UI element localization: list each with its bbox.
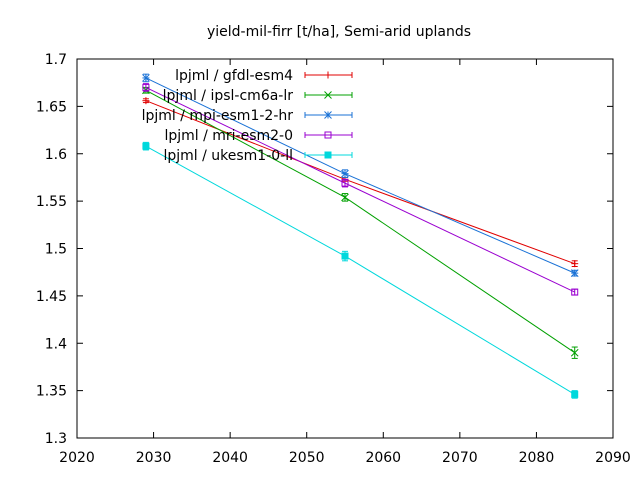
legend-label: lpjml / gfdl-esm4 <box>175 68 293 84</box>
series-3 <box>142 83 579 296</box>
x-tick-label: 2040 <box>212 450 248 466</box>
y-tick-label: 1.5 <box>45 242 67 258</box>
data-point <box>341 179 349 187</box>
plot-frame <box>76 58 614 439</box>
series-line <box>145 145 575 395</box>
legend-label: lpjml / ukesm1-0-ll <box>163 148 293 164</box>
y-tick-label: 1.4 <box>45 336 67 352</box>
data-point <box>570 348 579 357</box>
data-point <box>341 252 349 260</box>
y-tick-label: 1.6 <box>45 147 67 163</box>
y-tick-label: 1.65 <box>36 99 67 115</box>
data-point <box>571 260 579 268</box>
legend-marker <box>324 131 332 139</box>
series-layer <box>142 73 579 399</box>
series-4 <box>142 141 579 399</box>
legend: lpjml / gfdl-esm4 lpjml / ipsl-cm6a-lr lpj… <box>142 68 353 164</box>
x-tick-label: 2070 <box>442 450 478 466</box>
y-tick-label: 1.7 <box>45 52 67 68</box>
x-tick-label: 2050 <box>289 450 325 466</box>
x-tick-label: 2080 <box>519 450 555 466</box>
y-tick-label: 1.35 <box>36 384 67 400</box>
x-tick-label: 2060 <box>365 450 401 466</box>
data-point <box>142 142 150 150</box>
legend-label: lpjml / ipsl-cm6a-lr <box>163 88 294 104</box>
data-point <box>571 390 579 398</box>
x-tick-label: 2090 <box>595 450 631 466</box>
y-tick-label: 1.3 <box>45 431 67 447</box>
data-point <box>142 83 150 91</box>
data-point <box>570 269 579 277</box>
legend-label: lpjml / mri-esm2-0 <box>164 128 293 144</box>
data-point <box>341 193 349 202</box>
data-point <box>142 74 150 82</box>
data-point <box>142 97 150 105</box>
legend-marker <box>324 71 332 79</box>
y-tick-label: 1.55 <box>36 194 67 210</box>
data-point <box>341 169 349 178</box>
tick-layer: 2020 2030 2040 2050 2060 2070 2080 2090 1.3 1.35 1… <box>36 52 631 466</box>
x-tick-label: 2020 <box>59 450 95 466</box>
series-2 <box>142 73 579 277</box>
legend-marker <box>324 91 332 99</box>
legend-marker <box>324 111 332 119</box>
data-point <box>571 288 579 296</box>
chart-title: yield-mil-firr [t/ha], Semi-arid uplands <box>207 24 471 40</box>
legend-label: lpjml / mpi-esm1-2-hr <box>142 108 294 124</box>
y-tick-label: 1.45 <box>36 289 67 305</box>
x-tick-label: 2030 <box>136 450 172 466</box>
legend-marker <box>324 151 332 159</box>
